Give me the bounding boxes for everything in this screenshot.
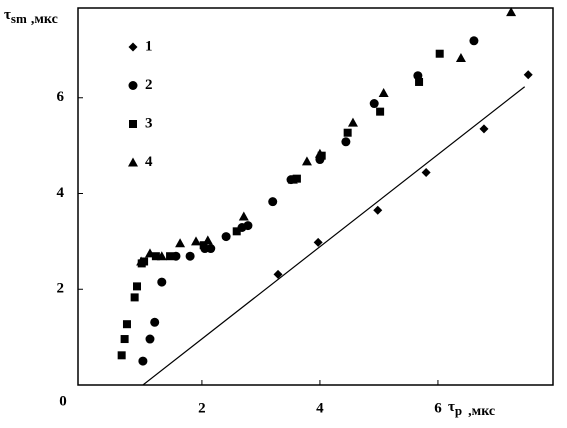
y-label-unit: ,мкс xyxy=(31,12,58,27)
point xyxy=(202,235,213,245)
point xyxy=(415,77,424,86)
legend-label: 3 xyxy=(145,115,153,131)
point xyxy=(314,148,325,158)
legend-marker xyxy=(129,120,137,128)
point xyxy=(347,117,358,127)
y-label-symbol: τ xyxy=(4,7,11,23)
point xyxy=(138,356,148,366)
point xyxy=(145,334,155,344)
point xyxy=(117,351,126,360)
point xyxy=(238,211,249,221)
point xyxy=(166,252,175,261)
point xyxy=(191,236,202,246)
legend-marker xyxy=(128,81,138,90)
point xyxy=(156,251,167,261)
point xyxy=(343,128,352,137)
y-tick-label: 2 xyxy=(57,281,65,297)
x-label-sub: p xyxy=(455,403,462,418)
x-tick-label: 4 xyxy=(316,400,324,416)
point xyxy=(523,70,533,80)
point xyxy=(232,227,241,236)
point xyxy=(151,252,160,261)
point xyxy=(455,53,466,63)
x-label-symbol: τ xyxy=(448,399,455,415)
point xyxy=(292,174,301,183)
y-tick-label: 6 xyxy=(57,89,65,105)
point xyxy=(435,49,444,58)
point xyxy=(157,277,167,287)
legend-marker xyxy=(128,42,138,52)
y-axis-label: τsm ,мкс xyxy=(4,7,58,27)
point xyxy=(185,251,195,261)
point xyxy=(144,248,155,258)
fit-line xyxy=(142,86,526,386)
y-tick-label: 4 xyxy=(57,185,65,201)
point xyxy=(341,137,351,147)
legend-label: 1 xyxy=(145,38,153,54)
point xyxy=(199,241,208,250)
legend-marker xyxy=(128,157,138,167)
legend-label: 4 xyxy=(145,154,153,170)
point xyxy=(133,282,142,291)
point xyxy=(369,99,379,109)
point xyxy=(469,36,479,46)
point xyxy=(376,107,385,116)
y-label-sub: sm xyxy=(11,11,27,26)
plot-frame xyxy=(77,7,554,386)
point xyxy=(150,317,160,327)
point xyxy=(273,269,283,279)
x-label-unit: ,мкс xyxy=(468,404,495,419)
point xyxy=(378,87,389,97)
point xyxy=(243,221,253,231)
x-axis-label: τp ,мкс xyxy=(448,399,495,419)
point xyxy=(175,238,186,248)
point xyxy=(287,174,298,184)
point xyxy=(313,237,323,247)
point xyxy=(140,257,149,266)
point xyxy=(206,244,216,254)
point xyxy=(301,156,312,166)
point xyxy=(506,7,517,17)
point xyxy=(130,293,139,302)
point xyxy=(479,124,489,134)
point xyxy=(268,197,278,207)
legend-label: 2 xyxy=(145,77,153,93)
point xyxy=(136,256,147,266)
x-tick-label: 2 xyxy=(198,400,206,416)
point xyxy=(221,232,231,242)
point xyxy=(122,320,131,329)
point xyxy=(120,335,129,344)
point xyxy=(373,205,383,215)
point xyxy=(421,167,431,177)
x-tick-label: 6 xyxy=(434,400,442,416)
origin-label: 0 xyxy=(59,393,67,409)
